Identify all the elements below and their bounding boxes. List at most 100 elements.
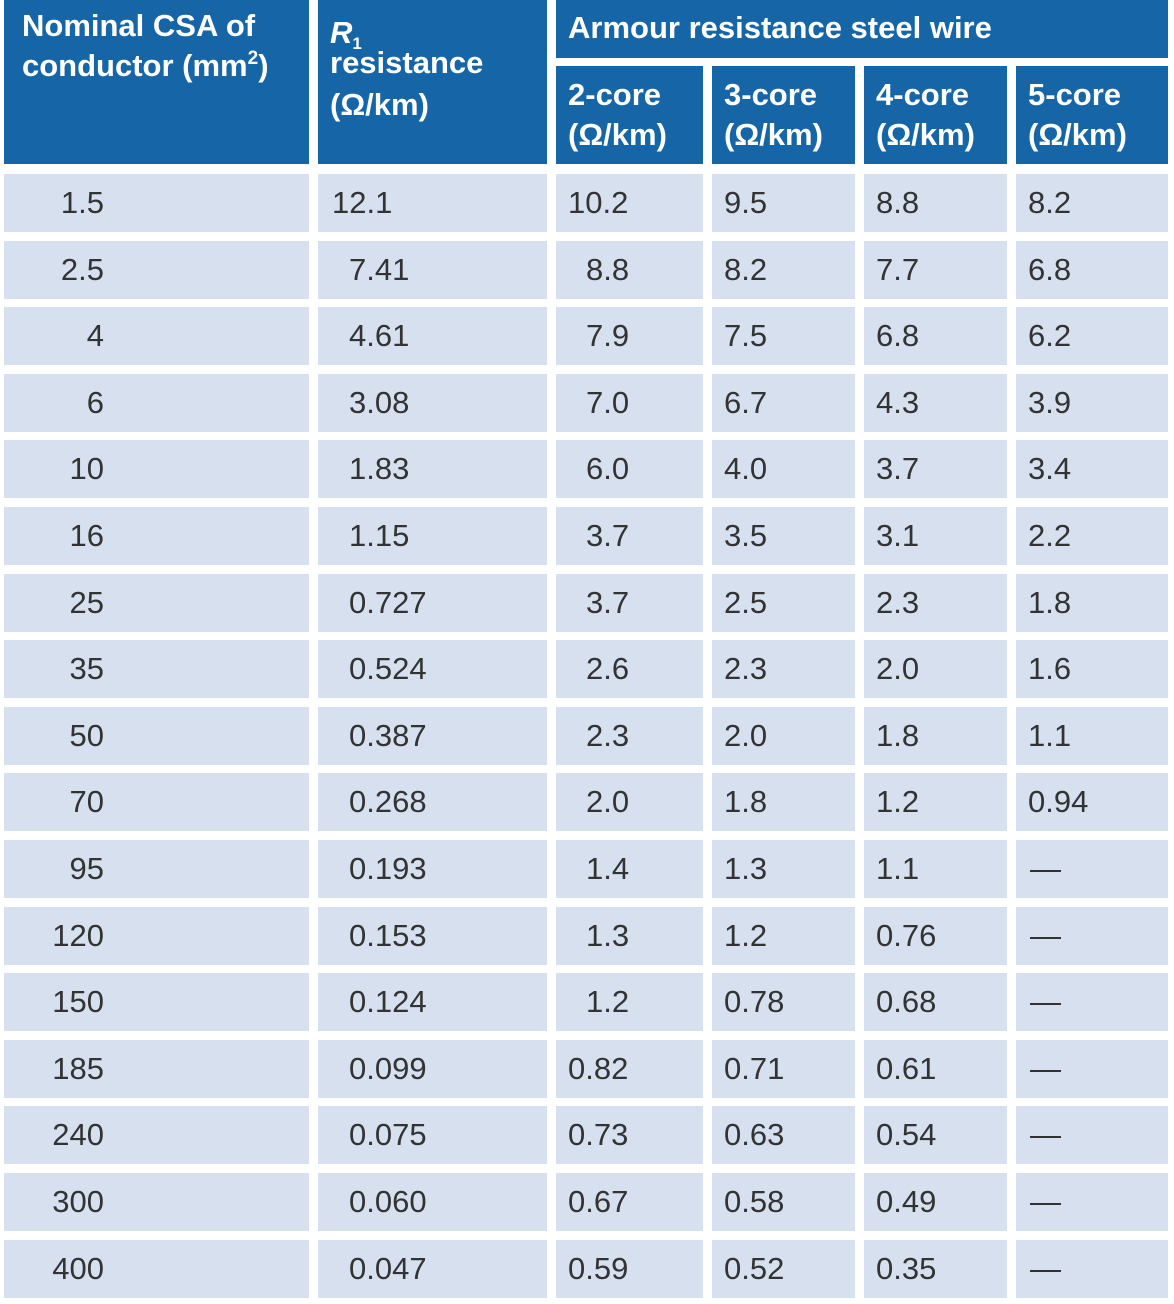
- table-cell: 70: [4, 773, 309, 831]
- table-cell: 10.2: [556, 174, 703, 232]
- header-core-unit: (Ω/km): [724, 117, 823, 152]
- table-cell: —: [1016, 1173, 1168, 1231]
- table-cell: 3.9: [1016, 374, 1168, 432]
- table-cell: 7.9: [556, 307, 703, 365]
- table-cell: 6.7: [712, 374, 855, 432]
- table-cell: 2.3: [712, 640, 855, 698]
- table-cell: 1.2: [864, 773, 1007, 831]
- table-cell: 2.6: [556, 640, 703, 698]
- table-cell: 8.2: [712, 241, 855, 299]
- table-cell: 25: [4, 574, 309, 632]
- table-cell: 0.82: [556, 1040, 703, 1098]
- table-cell: 6.8: [864, 307, 1007, 365]
- table-cell: 0.76: [864, 907, 1007, 965]
- table-cell: 240: [4, 1106, 309, 1164]
- table-cell: 95: [4, 840, 309, 898]
- table-cell: —: [1016, 907, 1168, 965]
- table-cell: 1.1: [1016, 707, 1168, 765]
- header-core-label: 4-core: [876, 77, 970, 112]
- table-cell: 0.59: [556, 1240, 703, 1298]
- table-cell: 4: [4, 307, 309, 365]
- table-cell: 9.5: [712, 174, 855, 232]
- table-cell: 6.0: [556, 440, 703, 498]
- table-cell: 4.61: [318, 307, 547, 365]
- table-cell: 2.3: [864, 574, 1007, 632]
- header-core-3: 3-core (Ω/km): [712, 66, 855, 164]
- table-cell: 1.8: [1016, 574, 1168, 632]
- table-cell: 0.49: [864, 1173, 1007, 1231]
- header-core-unit: (Ω/km): [876, 117, 975, 152]
- table-cell: 0.67: [556, 1173, 703, 1231]
- table-cell: 0.099: [318, 1040, 547, 1098]
- table-cell: 0.52: [712, 1240, 855, 1298]
- table-cell: 1.2: [712, 907, 855, 965]
- table-cell: 1.6: [1016, 640, 1168, 698]
- header-core-label: 2-core: [568, 77, 662, 112]
- table-cell: 0.727: [318, 574, 547, 632]
- table-cell: 185: [4, 1040, 309, 1098]
- table-cell: 1.8: [864, 707, 1007, 765]
- header-core-2: 2-core (Ω/km): [556, 66, 703, 164]
- table-cell: 6.2: [1016, 307, 1168, 365]
- header-armour-resistance: Armour resistance steel wire: [556, 0, 1168, 58]
- table-cell: 3.7: [556, 574, 703, 632]
- table-cell: 0.73: [556, 1106, 703, 1164]
- table-cell: 0.124: [318, 973, 547, 1031]
- table-cell: 1.1: [864, 840, 1007, 898]
- table-cell: 0.060: [318, 1173, 547, 1231]
- table-cell: 16: [4, 507, 309, 565]
- table-cell: 0.78: [712, 973, 855, 1031]
- header-core-unit: (Ω/km): [1028, 117, 1127, 152]
- table-cell: 0.58: [712, 1173, 855, 1231]
- table-cell: 0.387: [318, 707, 547, 765]
- table-cell: 1.4: [556, 840, 703, 898]
- table-cell: 7.7: [864, 241, 1007, 299]
- table-cell: 1.5: [4, 174, 309, 232]
- header-csa-line2: conductor (mm2): [22, 48, 269, 83]
- table-cell: 0.94: [1016, 773, 1168, 831]
- table-cell: 50: [4, 707, 309, 765]
- header-core-4: 4-core (Ω/km): [864, 66, 1007, 164]
- table-cell: 1.3: [556, 907, 703, 965]
- table-cell: 3.7: [864, 440, 1007, 498]
- table-cell: 0.268: [318, 773, 547, 831]
- table-cell: 3.4: [1016, 440, 1168, 498]
- table-cell: 4.0: [712, 440, 855, 498]
- table-cell: 0.61: [864, 1040, 1007, 1098]
- table-cell: —: [1016, 1240, 1168, 1298]
- header-r1-line2: resistance: [330, 45, 484, 80]
- table-cell: 7.41: [318, 241, 547, 299]
- table-cell: —: [1016, 973, 1168, 1031]
- table-cell: 120: [4, 907, 309, 965]
- header-core-label: 5-core: [1028, 77, 1122, 112]
- table-cell: 8.8: [864, 174, 1007, 232]
- header-r1-line1: R1: [330, 15, 362, 53]
- table-cell: 0.524: [318, 640, 547, 698]
- table-cell: 6: [4, 374, 309, 432]
- table-cell: 1.8: [712, 773, 855, 831]
- table-cell: 3.7: [556, 507, 703, 565]
- table-cell: 1.2: [556, 973, 703, 1031]
- table-cell: 3.08: [318, 374, 547, 432]
- table-cell: 1.83: [318, 440, 547, 498]
- table-cell: 300: [4, 1173, 309, 1231]
- table-cell: 2.0: [712, 707, 855, 765]
- header-core-label: 3-core: [724, 77, 818, 112]
- header-r1-resistance: R1 resistance (Ω/km): [318, 0, 547, 164]
- table-cell: 0.68: [864, 973, 1007, 1031]
- table-cell: 0.153: [318, 907, 547, 965]
- table-cell: 4.3: [864, 374, 1007, 432]
- table-cell: 3.5: [712, 507, 855, 565]
- table-cell: 0.047: [318, 1240, 547, 1298]
- header-core-5: 5-core (Ω/km): [1016, 66, 1168, 164]
- table-cell: —: [1016, 840, 1168, 898]
- table-cell: 1.3: [712, 840, 855, 898]
- header-core-unit: (Ω/km): [568, 117, 667, 152]
- table-cell: 0.193: [318, 840, 547, 898]
- header-csa-line1: Nominal CSA of: [22, 8, 256, 43]
- table-cell: 7.0: [556, 374, 703, 432]
- table-cell: 0.63: [712, 1106, 855, 1164]
- header-r1-line3: (Ω/km): [330, 87, 429, 122]
- table-cell: 0.35: [864, 1240, 1007, 1298]
